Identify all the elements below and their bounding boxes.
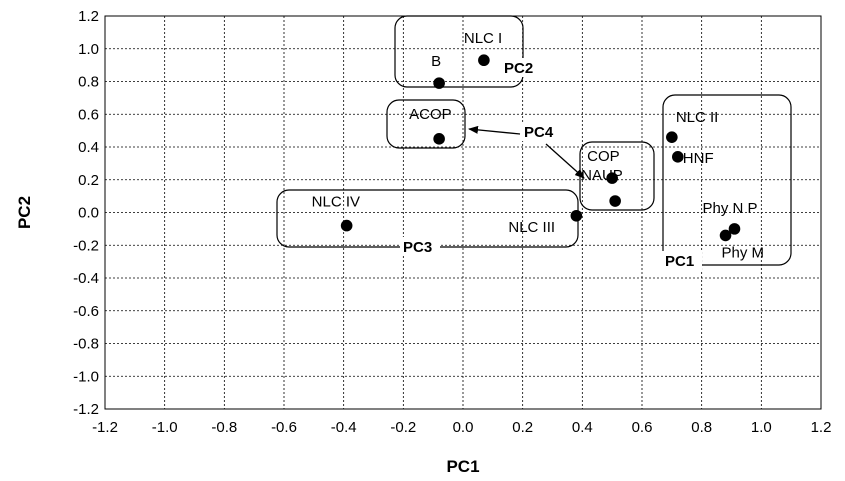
point-cop xyxy=(606,172,618,184)
group-label-pc3: PC3 xyxy=(403,239,432,256)
x-tick-label: -0.6 xyxy=(271,419,297,436)
x-tick-label: 0.0 xyxy=(453,419,474,436)
group-box-pc2 xyxy=(394,15,524,88)
point-phy-n-p xyxy=(728,223,741,235)
tick-labels: -1.2 -1.0 -0.8 -0.6 -0.4 -0.2 0.0 0.2 0.4 0.6 0.8 1… xyxy=(73,8,831,436)
point-label-nlc-i: NLC I xyxy=(464,30,502,47)
x-tick-label: -1.0 xyxy=(152,419,178,436)
y-tick-label: 0.0 xyxy=(78,205,99,222)
group-box-pc4-acop xyxy=(386,99,466,149)
x-tick-label: 1.2 xyxy=(811,419,832,436)
y-tick-label: 0.2 xyxy=(78,172,99,189)
y-tick-label: 1.2 xyxy=(78,8,99,25)
point-hnf xyxy=(672,151,684,163)
group-label-pc4-bg xyxy=(521,122,561,141)
x-tick-label: 0.6 xyxy=(632,419,653,436)
x-tick-label: -0.4 xyxy=(331,419,357,436)
point-nlc-ii xyxy=(666,131,678,143)
group-label-pc1-bg xyxy=(662,251,702,270)
point-label-acop: ACOP xyxy=(409,106,452,123)
point-acop xyxy=(433,133,445,145)
x-tick-label: -0.2 xyxy=(390,419,416,436)
point-label-nlc-iii: NLC III xyxy=(508,219,555,236)
x-tick-label: -1.2 xyxy=(92,419,118,436)
group-label-pc3-bg xyxy=(400,237,440,256)
y-tick-label: -0.8 xyxy=(73,336,99,353)
point-label-nlc-ii: NLC II xyxy=(676,109,719,126)
group-outlines: PC2 PC4 PC3 PC1 xyxy=(276,15,792,270)
group-label-pc2: PC2 xyxy=(504,60,533,77)
y-axis-title: PC2 xyxy=(15,196,34,229)
point-label-cop: COP xyxy=(587,148,620,165)
point-label-b: B xyxy=(431,53,441,70)
x-tick-label: 0.8 xyxy=(691,419,712,436)
point-label-naup: NAUP xyxy=(581,167,623,184)
point-label-nlc-iv: NLC IV xyxy=(312,194,360,211)
point-nlc-i xyxy=(478,54,490,67)
y-tick-label: 1.0 xyxy=(78,41,99,58)
x-tick-label: 0.2 xyxy=(512,419,533,436)
y-tick-label: -1.0 xyxy=(73,368,99,385)
group-label-pc4: PC4 xyxy=(524,124,554,141)
group-box-pc1 xyxy=(662,94,792,266)
y-tick-label: -1.2 xyxy=(73,401,99,418)
y-tick-label: 0.4 xyxy=(78,139,99,156)
point-b xyxy=(433,77,445,89)
x-tick-label: 0.4 xyxy=(572,419,593,436)
arrow-pc4-right xyxy=(545,143,585,179)
y-tick-label: 0.8 xyxy=(78,74,99,91)
grid-layer xyxy=(104,15,822,410)
y-tick-label: -0.4 xyxy=(73,270,99,287)
point-label-phy-n-p: Phy N P xyxy=(702,200,757,217)
data-points: NLC I B ACOP COP NAUP NLC IV NLC III NLC II HNF P… xyxy=(312,30,764,261)
y-tick-label: -0.6 xyxy=(73,303,99,320)
arrow-pc4-left xyxy=(468,125,521,135)
point-nlc-iii xyxy=(570,209,583,222)
x-tick-label: -0.8 xyxy=(211,419,237,436)
point-label-hnf: HNF xyxy=(683,150,714,167)
point-phy-m xyxy=(719,229,732,242)
x-axis-title: PC1 xyxy=(446,457,479,476)
point-naup xyxy=(609,195,621,207)
group-label-pc1: PC1 xyxy=(665,253,694,270)
y-tick-label: -0.2 xyxy=(73,237,99,254)
point-label-phy-m: Phy M xyxy=(722,244,765,261)
group-label-pc2-bg xyxy=(501,58,541,77)
x-tick-label: 1.0 xyxy=(751,419,772,436)
point-nlc-iv xyxy=(340,219,353,232)
y-tick-label: 0.6 xyxy=(78,106,99,123)
